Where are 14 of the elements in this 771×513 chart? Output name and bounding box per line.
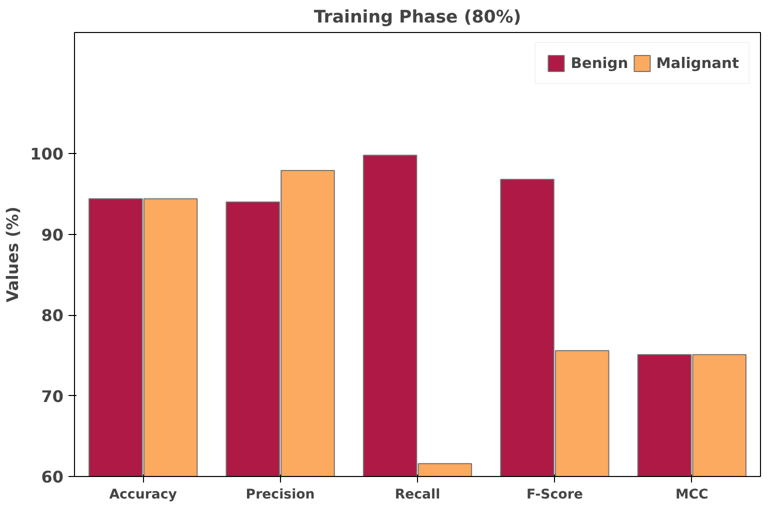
y-tick-label: 100	[30, 144, 64, 164]
y-axis-title: Values (%)	[3, 206, 22, 302]
legend-label: Benign	[570, 54, 628, 72]
y-tick-label: 90	[41, 225, 64, 244]
x-tick-label: Accuracy	[109, 488, 178, 502]
y-tick-label: 60	[41, 468, 64, 486]
x-tick-label: MCC	[675, 488, 708, 502]
x-tick-label: F-Score	[526, 488, 583, 502]
y-tick-label: 80	[41, 306, 64, 326]
y-tick-label: 70	[41, 386, 64, 406]
chart-title: Training Phase (80%)	[314, 8, 522, 28]
legend-label: Malignant	[656, 54, 739, 72]
x-tick-label: Recall	[394, 488, 440, 502]
x-tick-label: Precision	[246, 488, 315, 502]
